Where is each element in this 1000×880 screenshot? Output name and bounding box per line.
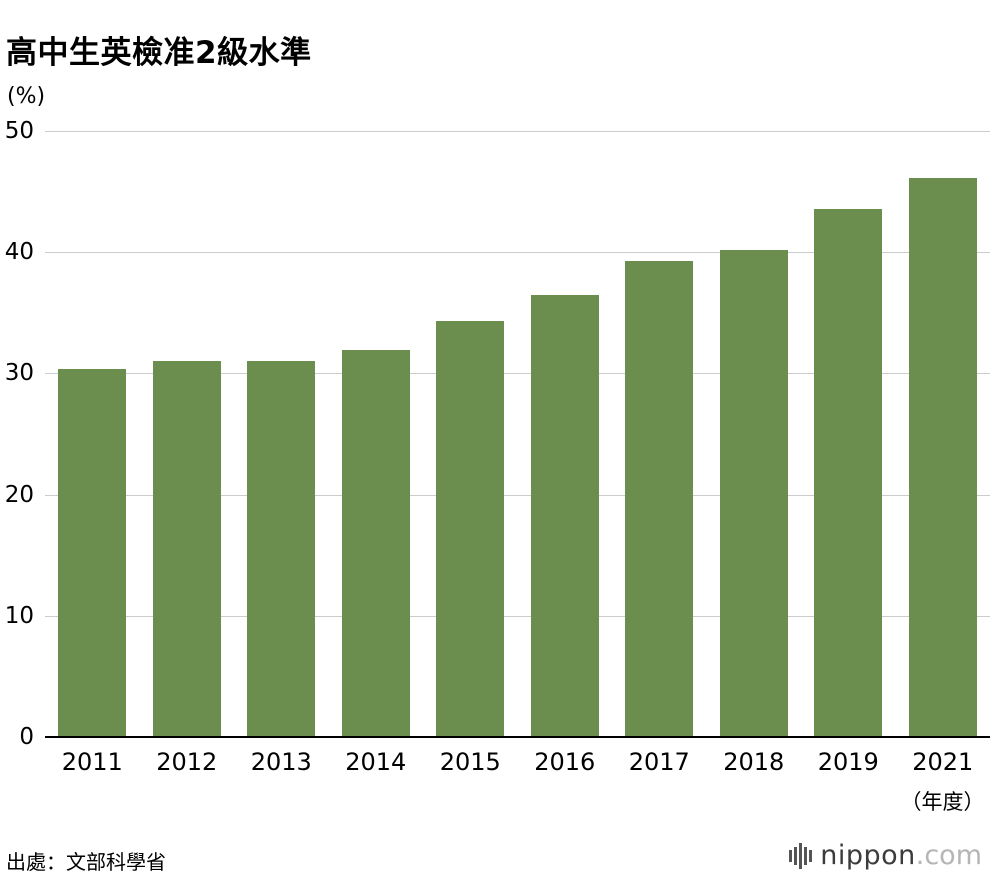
y-tick-label: 10 — [4, 602, 34, 629]
nippon-logo-icon — [789, 842, 813, 870]
y-tick-label: 20 — [4, 481, 34, 508]
x-tick-label: 2013 — [250, 748, 312, 776]
bar — [341, 350, 410, 737]
y-axis-unit-label: (%) — [7, 84, 46, 109]
bar — [625, 260, 694, 737]
bar — [436, 321, 505, 737]
bars — [45, 131, 990, 737]
x-axis-line — [45, 736, 990, 738]
bar — [719, 249, 788, 737]
x-tick-label: 2012 — [156, 748, 218, 776]
logo-tld-text: .com — [915, 840, 982, 871]
x-tick-label: 2014 — [345, 748, 407, 776]
x-tick-label: 2015 — [439, 748, 501, 776]
gridline — [45, 131, 990, 132]
bar — [530, 294, 599, 737]
gridline — [45, 615, 990, 617]
bar — [152, 361, 221, 737]
y-tick-label: 30 — [4, 360, 34, 387]
chart-plot — [45, 131, 990, 738]
gridline — [45, 494, 990, 496]
gridline — [45, 373, 990, 375]
source-text: 出處：文部科學省 — [6, 850, 166, 874]
bar — [247, 361, 316, 737]
y-tick-label: 40 — [4, 239, 34, 266]
x-tick-label: 2021 — [912, 748, 974, 776]
logo-name-text: nippon — [820, 840, 916, 871]
y-tick-label: 50 — [4, 118, 34, 144]
x-tick-label: 2016 — [534, 748, 596, 776]
gridline — [45, 252, 990, 254]
page-title: 高中生英檢准2級水準 — [6, 34, 312, 71]
bar — [814, 208, 883, 737]
x-axis-unit-label: （年度） — [900, 790, 985, 814]
x-axis-labels: 2011 2012 2013 2014 2015 2016 2017 2018 2019 2021 — [45, 748, 990, 776]
y-tick-label: 0 — [19, 724, 34, 750]
bar — [908, 178, 977, 737]
x-tick-label: 2019 — [817, 748, 879, 776]
x-tick-label: 2018 — [723, 748, 785, 776]
x-tick-label: 2011 — [61, 748, 123, 776]
nippon-logo: nippon.com — [789, 840, 982, 871]
x-tick-label: 2017 — [628, 748, 690, 776]
bar — [58, 368, 127, 737]
